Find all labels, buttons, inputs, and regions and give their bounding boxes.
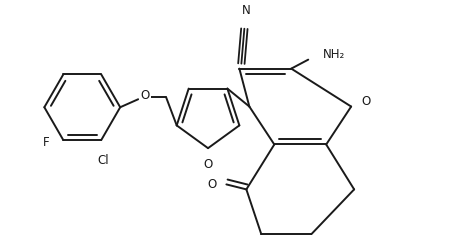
Text: Cl: Cl xyxy=(97,154,109,167)
Text: O: O xyxy=(360,95,369,108)
Text: O: O xyxy=(140,89,149,102)
Text: O: O xyxy=(207,178,216,191)
Text: F: F xyxy=(42,136,49,149)
Text: O: O xyxy=(203,158,212,171)
Text: NH₂: NH₂ xyxy=(322,48,345,61)
Text: N: N xyxy=(241,4,250,17)
